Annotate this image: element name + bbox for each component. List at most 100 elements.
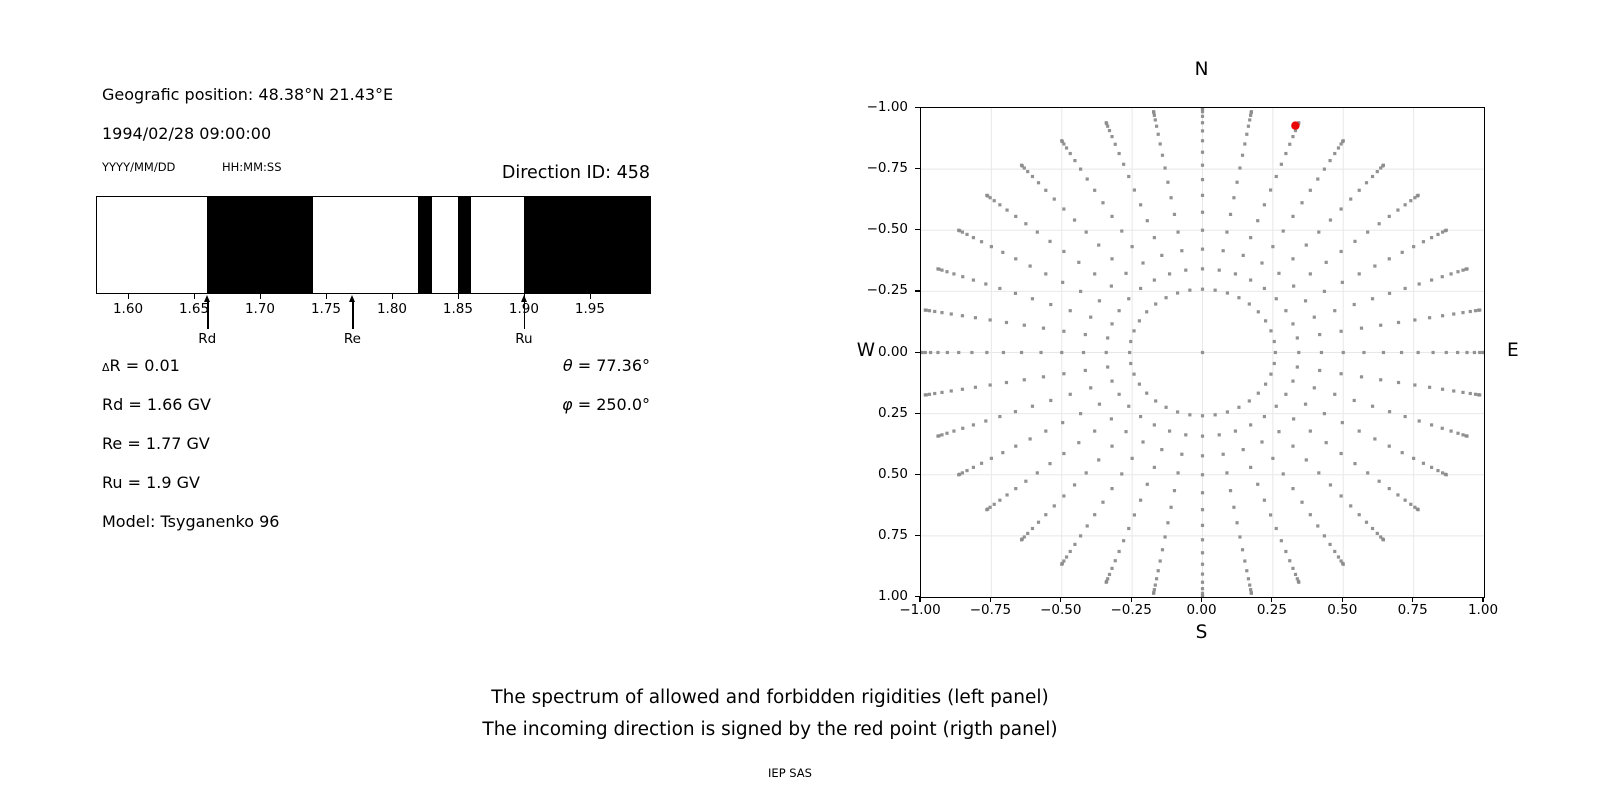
- direction-grid-dot: [1449, 272, 1453, 276]
- direction-grid-dot: [1318, 368, 1322, 373]
- direction-grid-dot: [1237, 405, 1241, 409]
- direction-grid-dot: [1164, 296, 1168, 300]
- direction-grid-dot: [1117, 549, 1121, 554]
- direction-grid-dot: [1263, 319, 1268, 323]
- y-tick-label: 0.25: [877, 404, 908, 421]
- forbidden-band: [523, 197, 650, 293]
- direction-grid-dot: [1035, 471, 1039, 475]
- direction-grid-dot: [1127, 297, 1131, 301]
- direction-grid-dot: [998, 286, 1002, 291]
- re-value: Re = 1.77 GV: [102, 434, 210, 453]
- y-tick-mark: [915, 596, 920, 598]
- direction-grid-dot: [1225, 471, 1229, 475]
- direction-grid-dot: [1387, 257, 1391, 261]
- direction-grid-dot: [1269, 329, 1273, 333]
- caption-line-2: The incoming direction is signed by the …: [482, 719, 1058, 740]
- direction-grid-dot: [1333, 151, 1337, 156]
- direction-grid-dot: [1200, 163, 1205, 167]
- direction-grid-dot: [1200, 108, 1205, 110]
- direction-grid-dot: [1364, 520, 1369, 524]
- direction-grid-dot: [1281, 229, 1285, 233]
- direction-grid-dot: [1288, 559, 1292, 563]
- direction-grid-dot: [940, 390, 944, 394]
- direction-grid-dot: [1072, 483, 1077, 487]
- direction-grid-dot: [1364, 181, 1369, 185]
- direction-grid-dot: [1217, 268, 1221, 272]
- direction-grid-dot: [1461, 268, 1465, 272]
- direction-grid-dot: [1097, 458, 1101, 462]
- direction-grid-dot: [1456, 350, 1460, 355]
- direction-grid-dot: [1093, 513, 1097, 517]
- direction-grid-dot: [1024, 222, 1028, 226]
- direction-grid-dot: [1160, 548, 1165, 552]
- direction-grid-dot: [1272, 339, 1276, 344]
- direction-grid-dot: [1249, 110, 1253, 114]
- direction-grid-dot: [1297, 580, 1301, 584]
- spectrum-tick-label: 1.60: [112, 301, 144, 317]
- direction-grid-dot: [923, 350, 927, 355]
- direction-grid-dot: [1468, 309, 1472, 314]
- direction-grid-dot: [989, 456, 993, 460]
- direction-grid-dot: [1093, 188, 1097, 192]
- direction-grid-dot: [985, 193, 989, 197]
- spectrum-tick-mark: [589, 294, 592, 299]
- direction-grid-dot: [1225, 291, 1230, 295]
- direction-grid-dot: [1104, 580, 1108, 584]
- direction-grid-dot: [1152, 113, 1156, 117]
- y-tick-mark: [915, 412, 920, 414]
- date-format-label: YYYY/MM/DD: [102, 160, 176, 174]
- direction-grid-dot: [1036, 181, 1041, 185]
- direction-grid-dot: [1188, 413, 1192, 417]
- direction-grid-dot: [1079, 534, 1083, 538]
- y-tick-mark: [915, 351, 920, 353]
- direction-grid-dot: [1169, 196, 1173, 200]
- direction-grid-dot: [1120, 472, 1124, 476]
- direction-grid-dot: [1312, 386, 1316, 390]
- direction-grid-dot: [1062, 249, 1066, 254]
- compass-west-label: W: [856, 340, 875, 361]
- direction-grid-dot: [1279, 539, 1283, 543]
- direction-grid-dot: [1200, 538, 1205, 542]
- direction-grid-dot: [1104, 350, 1108, 355]
- direction-grid-dot: [1396, 208, 1400, 212]
- direction-grid-dot: [992, 502, 996, 506]
- direction-grid-dot: [1052, 504, 1056, 508]
- direction-grid-dot: [1387, 214, 1391, 218]
- direction-grid-dot: [927, 392, 932, 396]
- direction-grid-dot: [1024, 479, 1028, 483]
- direction-grid-dot: [1235, 180, 1239, 184]
- direction-grid-dot: [1233, 429, 1238, 433]
- delta-symbol: Δ: [102, 361, 110, 374]
- direction-grid-dot: [1153, 583, 1157, 587]
- direction-grid-dot: [1035, 230, 1039, 234]
- direction-grid-dot: [1044, 188, 1048, 192]
- direction-grid-dot: [1333, 549, 1337, 554]
- caption-line-1: The spectrum of allowed and forbidden ri…: [491, 687, 1049, 708]
- direction-grid-dot: [1478, 393, 1482, 397]
- compass-north-label: N: [1194, 59, 1209, 80]
- direction-grid-dot: [1122, 162, 1126, 166]
- direction-grid-dot: [1440, 471, 1445, 475]
- direction-grid-dot: [1084, 471, 1088, 475]
- direction-grid-dot: [1041, 375, 1046, 379]
- direction-grid-dot: [1317, 471, 1321, 475]
- direction-grid-dot: [1291, 257, 1295, 261]
- direction-grid-dot: [1062, 207, 1066, 211]
- direction-grid-dot: [1262, 498, 1266, 502]
- direction-grid-dot: [1200, 434, 1205, 438]
- direction-grid-dot: [1200, 473, 1205, 477]
- direction-grid-dot: [1336, 146, 1341, 150]
- direction-grid-dot: [1413, 383, 1417, 387]
- direction-grid-dot: [1284, 549, 1288, 554]
- direction-grid-dot: [1235, 521, 1239, 525]
- direction-grid-dot: [985, 350, 989, 355]
- direction-grid-dot: [1068, 151, 1072, 156]
- red-incoming-direction-point: [1291, 121, 1300, 130]
- direction-grid-dot: [1110, 322, 1114, 326]
- direction-grid-dot: [936, 350, 940, 355]
- direction-grid-dot: [1366, 471, 1370, 475]
- direction-grid-dot: [1175, 410, 1180, 414]
- direction-grid-dot: [1403, 203, 1407, 207]
- direction-grid-dot: [1145, 391, 1149, 395]
- direction-grid-dot: [1373, 264, 1377, 268]
